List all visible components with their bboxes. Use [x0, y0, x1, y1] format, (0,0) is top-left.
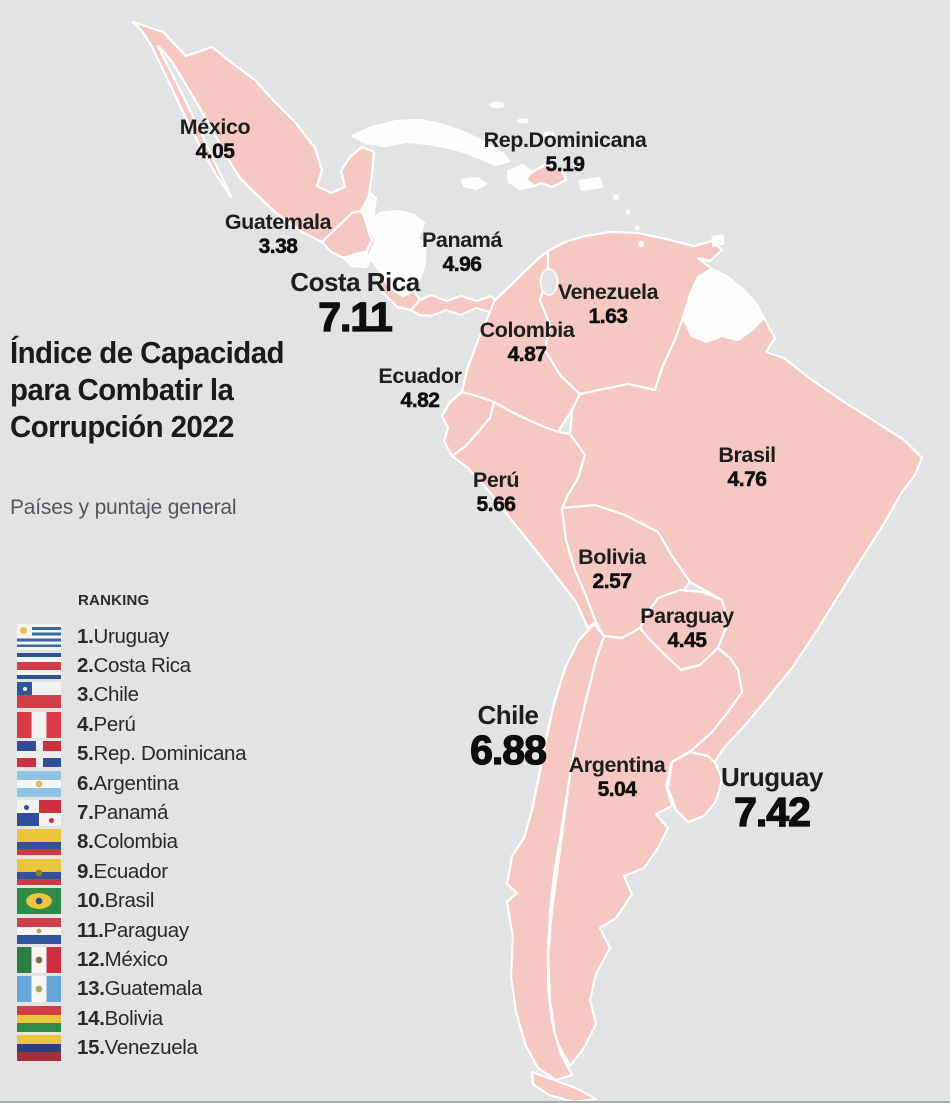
ranking-entry-label: 6.Argentina [77, 771, 179, 795]
ranking-row-costa-rica: 2.Costa Rica [17, 651, 246, 680]
island-trinidad [711, 234, 725, 247]
ranking-row-paraguay: 11.Paraguay [17, 916, 246, 945]
ranking-row-guatemala: 13.Guatemala [17, 975, 246, 1004]
ranking-row-venezuela: 15.Venezuela [17, 1033, 246, 1062]
islands-bahamas [489, 101, 505, 109]
ranking-entry-label: 3.Chile [77, 683, 139, 707]
ranking-row-brasil: 10.Brasil [17, 887, 246, 916]
lake-maracaibo [539, 268, 559, 296]
ranking-list: 1.Uruguay 2.Costa Rica 3.Chile 4.Perú 5.Rep.… [17, 622, 247, 1063]
ranking-entry-label: 13.Guatemala [77, 977, 203, 1001]
islands-lesser-antilles [625, 209, 631, 215]
ranking-entry-label: 14.Bolivia [77, 1006, 163, 1030]
flag-costa-rica-icon [17, 653, 61, 680]
islands-bahamas [543, 131, 555, 137]
islands-lesser-antilles [634, 225, 640, 231]
islands-lesser-antilles [613, 194, 619, 200]
flag-venezuela-icon [17, 1035, 61, 1062]
island-tierra-del-fuego [530, 1070, 598, 1103]
title-line-1: Índice de Capacidad [10, 335, 285, 370]
ranking-row-argentina: 6.Argentina [17, 769, 246, 798]
country-belize [360, 191, 378, 227]
country-peru [450, 400, 598, 630]
page-title: Índice de Capacidad para Combatir la Cor… [10, 334, 352, 445]
page-subtitle: Países y puntaje general [10, 496, 237, 519]
flag-colombia-icon [17, 829, 61, 856]
ranking-row-chile: 3.Chile [17, 681, 246, 710]
ranking-row-rep-dominicana: 5.Rep. Dominicana [17, 740, 247, 769]
flag-brasil-icon [17, 888, 61, 915]
flag-ecuador-icon [17, 858, 61, 885]
ranking-entry-label: 12.México [77, 947, 168, 971]
flag-rep-dominicana-icon [17, 741, 61, 768]
ranking-entry-label: 5.Rep. Dominicana [77, 742, 247, 766]
ranking-row-ecuador: 9.Ecuador [17, 857, 246, 886]
ranking-entry-label: 11.Paraguay [77, 918, 189, 942]
country-mexico [131, 20, 376, 244]
country-rep-dominicana [524, 162, 568, 189]
ranking-entry-label: 2.Costa Rica [77, 654, 191, 678]
ranking-row-peru: 4.Perú [17, 710, 246, 739]
country-uruguay [666, 750, 724, 824]
flag-argentina-icon [17, 770, 61, 797]
ranking-entry-label: 9.Ecuador [77, 859, 168, 883]
flag-chile-icon [17, 682, 61, 709]
flag-bolivia-icon [17, 1005, 61, 1032]
flag-peru-icon [17, 711, 61, 738]
flag-paraguay-icon [17, 917, 61, 944]
title-line-2: para Combatir la [10, 372, 234, 407]
country-jamaica [460, 176, 488, 191]
ranking-row-panama: 7.Panamá [17, 798, 246, 827]
ranking-entry-label: 4.Perú [77, 712, 136, 736]
country-nicaragua [368, 237, 428, 298]
country-panama [409, 293, 500, 318]
flag-panama-icon [17, 800, 61, 827]
ranking-panel: RANKING 1.Uruguay 2.Costa Rica 3.Chile 4.Pe… [17, 592, 247, 1063]
ranking-row-mexico: 12.México [17, 945, 246, 974]
ranking-row-uruguay: 1.Uruguay [17, 622, 246, 651]
flag-guatemala-icon [17, 976, 61, 1003]
title-line-3: Corrupción 2022 [10, 409, 234, 444]
ranking-entry-label: 1.Uruguay [77, 624, 169, 648]
flag-uruguay-icon [17, 623, 61, 650]
ranking-entry-label: 7.Panamá [77, 801, 169, 825]
ranking-row-bolivia: 14.Bolivia [17, 1004, 246, 1033]
islands-lesser-antilles [638, 241, 644, 247]
islands-turks-caicos [569, 141, 579, 147]
ranking-entry-label: 10.Brasil [77, 889, 155, 913]
country-chile [505, 622, 606, 1082]
country-argentina [546, 626, 744, 1068]
ranking-heading: RANKING [78, 592, 150, 609]
flag-mexico-icon [17, 946, 61, 973]
ranking-entry-label: 8.Colombia [77, 830, 178, 854]
ranking-entry-label: 15.Venezuela [77, 1036, 198, 1060]
bottom-divider [0, 1101, 950, 1103]
island-puerto-rico [577, 176, 604, 192]
ranking-row-colombia: 8.Colombia [17, 828, 246, 857]
country-cuba [350, 118, 511, 167]
islands-bahamas [517, 118, 529, 124]
